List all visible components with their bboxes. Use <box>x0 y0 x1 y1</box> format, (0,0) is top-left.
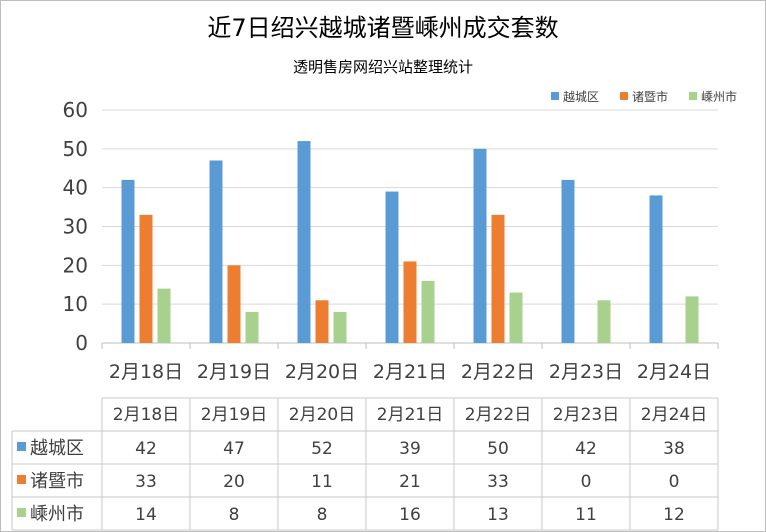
table-cell: 33 <box>135 472 157 492</box>
x-tick-label: 2月20日 <box>285 361 359 383</box>
table-header-cell: 2月20日 <box>289 405 355 425</box>
bar <box>315 300 329 343</box>
bar <box>227 265 241 343</box>
table-row-label: 诸暨市 <box>30 471 84 492</box>
table-header-cell: 2月22日 <box>465 405 531 425</box>
legend: 越城区 诸暨市 嵊州市 <box>551 89 737 104</box>
x-tick-label: 2月24日 <box>637 361 711 383</box>
bar <box>509 292 523 343</box>
y-tick-label: 10 <box>63 292 88 316</box>
table-cell: 13 <box>487 505 509 525</box>
table-legend-key <box>17 442 26 451</box>
table-header-cell: 2月24日 <box>641 405 707 425</box>
bar <box>385 191 399 343</box>
chart-subtitle: 透明售房网绍兴站整理统计 <box>293 58 473 76</box>
table-cell: 0 <box>581 472 592 492</box>
table-cell: 0 <box>669 472 680 492</box>
bar <box>421 280 435 343</box>
bar <box>685 296 699 343</box>
table-cell: 33 <box>487 472 509 492</box>
y-tick-label: 0 <box>75 331 88 355</box>
table-cell: 39 <box>399 439 421 459</box>
table-header-cell: 2月18日 <box>113 405 179 425</box>
table-row-label: 嵊州市 <box>30 504 84 525</box>
bar <box>473 148 487 343</box>
table-header-cell: 2月23日 <box>553 405 619 425</box>
bar <box>297 141 311 343</box>
bar <box>209 160 223 343</box>
table-row-label: 越城区 <box>30 438 84 459</box>
chart-title: 近7日绍兴越城诸暨嵊州成交套数 <box>207 14 558 42</box>
table-cell: 20 <box>223 472 245 492</box>
bar <box>139 214 153 343</box>
bar <box>561 179 575 343</box>
y-tick-label: 20 <box>63 253 88 277</box>
bar <box>403 261 417 343</box>
table-cell: 52 <box>311 439 333 459</box>
x-axis: 2月18日 2月19日 2月20日 2月21日 2月22日 2月23日 2月24日 <box>101 343 719 383</box>
x-tick-label: 2月23日 <box>549 361 623 383</box>
table-cell: 8 <box>229 505 240 525</box>
table-cell: 42 <box>135 439 157 459</box>
x-tick-label: 2月22日 <box>461 361 535 383</box>
y-axis: 0 10 20 30 40 50 60 <box>63 98 88 355</box>
table-cell: 16 <box>399 505 421 525</box>
table-cell: 47 <box>223 439 245 459</box>
table-cell: 11 <box>575 505 597 525</box>
y-tick-label: 40 <box>63 176 88 200</box>
gridlines <box>102 109 718 344</box>
table-cell: 14 <box>135 505 157 525</box>
x-tick-label: 2月18日 <box>109 361 183 383</box>
bars <box>121 141 699 343</box>
y-tick-label: 50 <box>63 137 88 161</box>
table-cell: 12 <box>663 505 685 525</box>
bar <box>245 311 259 343</box>
legend-label: 诸暨市 <box>632 89 668 104</box>
legend-swatch <box>551 92 559 100</box>
table-header-cell: 2月21日 <box>377 405 443 425</box>
bar <box>157 288 171 343</box>
legend-swatch <box>620 92 628 100</box>
table-cell: 50 <box>487 439 509 459</box>
x-tick-label: 2月21日 <box>373 361 447 383</box>
legend-swatch <box>689 92 697 100</box>
table-cell: 38 <box>663 439 685 459</box>
bar <box>333 311 347 343</box>
bar <box>491 214 505 343</box>
legend-label: 嵊州市 <box>701 89 737 104</box>
table-legend-key <box>17 508 26 517</box>
table-cell: 42 <box>575 439 597 459</box>
table-header-cell: 2月19日 <box>201 405 267 425</box>
bar <box>597 300 611 343</box>
x-tick-label: 2月19日 <box>197 361 271 383</box>
table-cell: 8 <box>317 505 328 525</box>
table-cell: 21 <box>399 472 421 492</box>
y-tick-label: 60 <box>63 98 88 122</box>
table-cell: 11 <box>311 472 333 492</box>
bar <box>649 195 663 343</box>
bar <box>121 179 135 343</box>
y-tick-label: 30 <box>63 215 88 239</box>
legend-label: 越城区 <box>563 90 599 104</box>
table-legend-key <box>17 475 26 484</box>
